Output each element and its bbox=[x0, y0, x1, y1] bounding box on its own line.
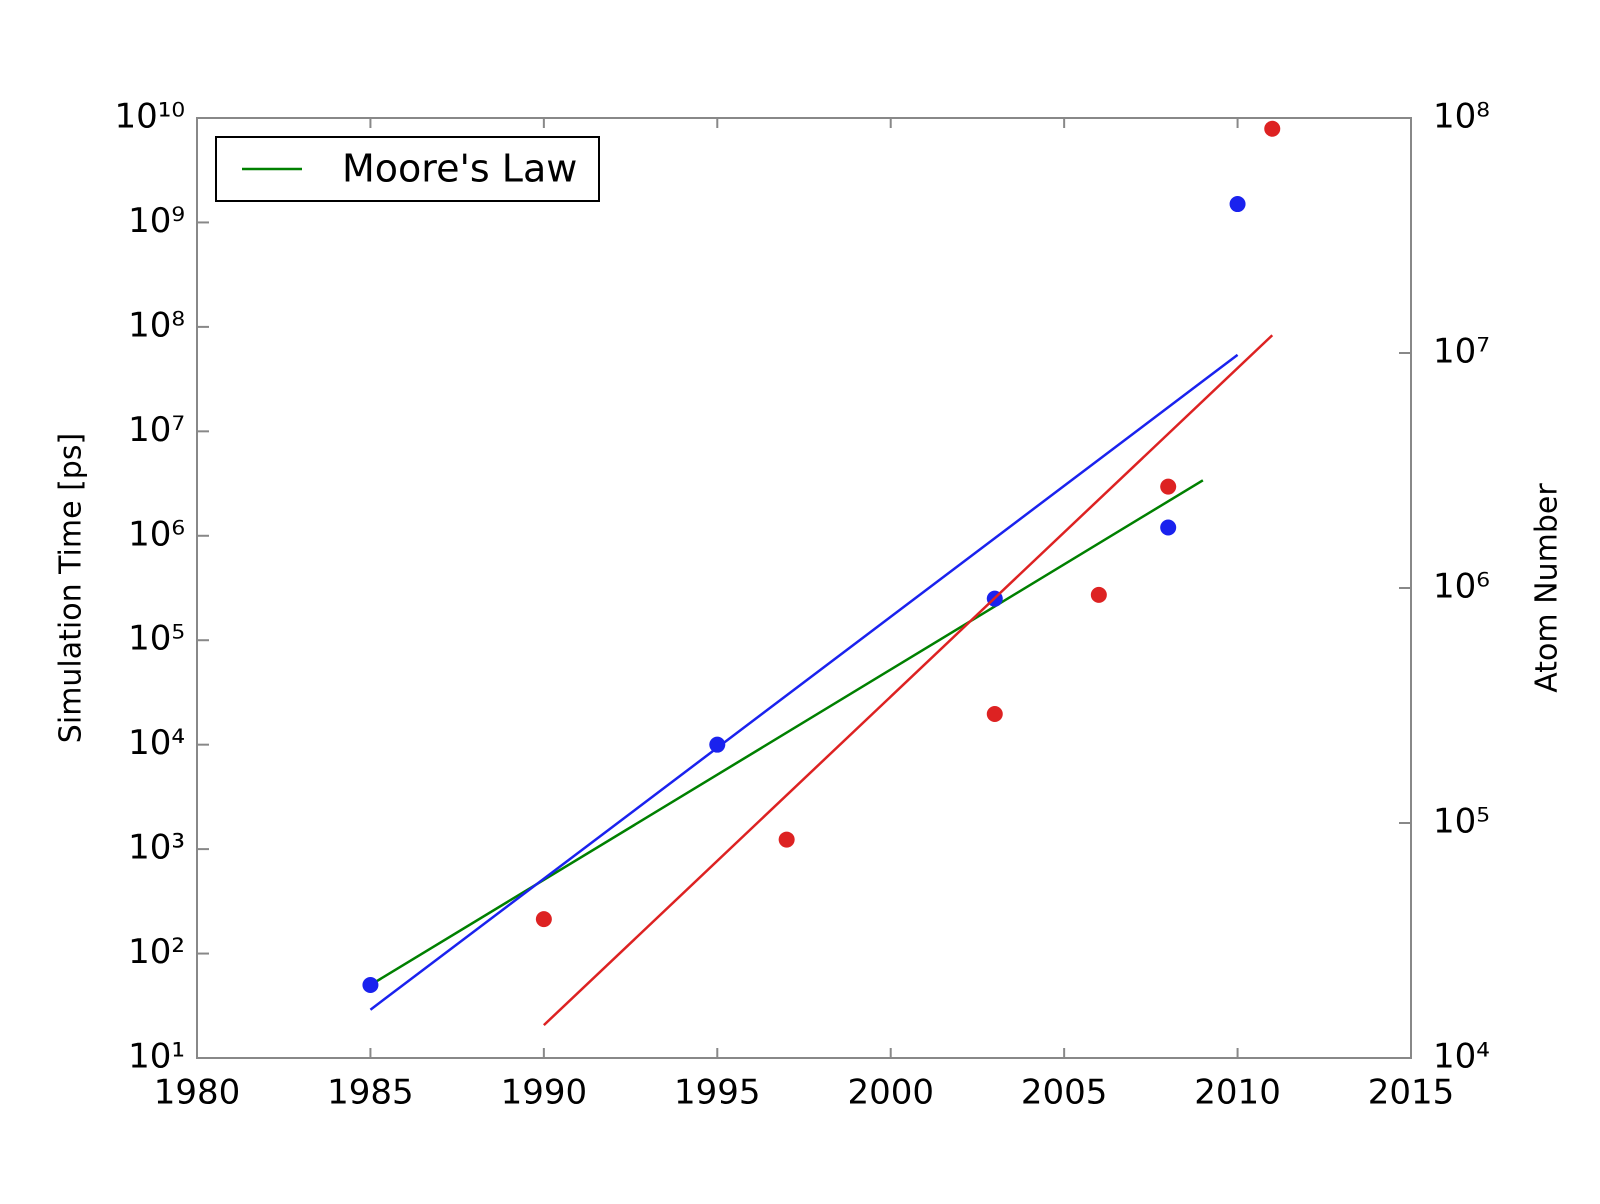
y-tick-label: 10⁸ bbox=[128, 305, 185, 345]
data-point bbox=[1160, 519, 1177, 536]
data-point bbox=[1160, 478, 1177, 495]
x-tick-label: 2015 bbox=[1368, 1073, 1455, 1113]
fit-line bbox=[542, 334, 1274, 1027]
data-point bbox=[986, 705, 1003, 722]
y-tick-label: 10¹ bbox=[128, 1037, 185, 1077]
y-tick-label: 10² bbox=[128, 932, 185, 972]
y-tick-label: 10⁵ bbox=[128, 619, 185, 659]
y-tick-label: 10⁴ bbox=[128, 723, 185, 763]
y2-tick-label: 10⁸ bbox=[1433, 97, 1490, 137]
data-point bbox=[1264, 120, 1281, 137]
data-point bbox=[362, 976, 379, 993]
data-point bbox=[535, 911, 552, 928]
y-tick-label: 10³ bbox=[128, 828, 185, 868]
fit-line bbox=[369, 353, 1239, 1011]
x-tick-label: 1995 bbox=[674, 1073, 761, 1113]
x-tick-label: 2010 bbox=[1194, 1073, 1281, 1113]
legend-label: Moore's Law bbox=[342, 147, 577, 191]
y2-tick-label: 10⁶ bbox=[1433, 567, 1490, 607]
y-tick-label: 10⁶ bbox=[128, 514, 185, 554]
y-tick-label: 10⁹ bbox=[128, 201, 185, 241]
fit-line bbox=[369, 479, 1204, 987]
x-tick-label: 1980 bbox=[154, 1073, 241, 1113]
data-point bbox=[1090, 586, 1107, 603]
x-tick-label: 2005 bbox=[1021, 1073, 1108, 1113]
y-tick-label: 10⁷ bbox=[128, 410, 185, 450]
data-point bbox=[778, 831, 795, 848]
y2-tick-label: 10⁷ bbox=[1433, 332, 1490, 372]
data-point bbox=[1229, 196, 1246, 213]
y2-axis-label: Atom Number bbox=[1530, 483, 1565, 693]
data-point bbox=[709, 736, 726, 753]
y2-tick-label: 10⁴ bbox=[1433, 1037, 1490, 1077]
x-tick-label: 1990 bbox=[501, 1073, 588, 1113]
y-tick-label: 10¹⁰ bbox=[114, 97, 185, 137]
y-axis-label: Simulation Time [ps] bbox=[54, 433, 89, 743]
x-tick-label: 1985 bbox=[327, 1073, 414, 1113]
x-tick-label: 2000 bbox=[847, 1073, 934, 1113]
y2-tick-label: 10⁵ bbox=[1433, 802, 1490, 842]
